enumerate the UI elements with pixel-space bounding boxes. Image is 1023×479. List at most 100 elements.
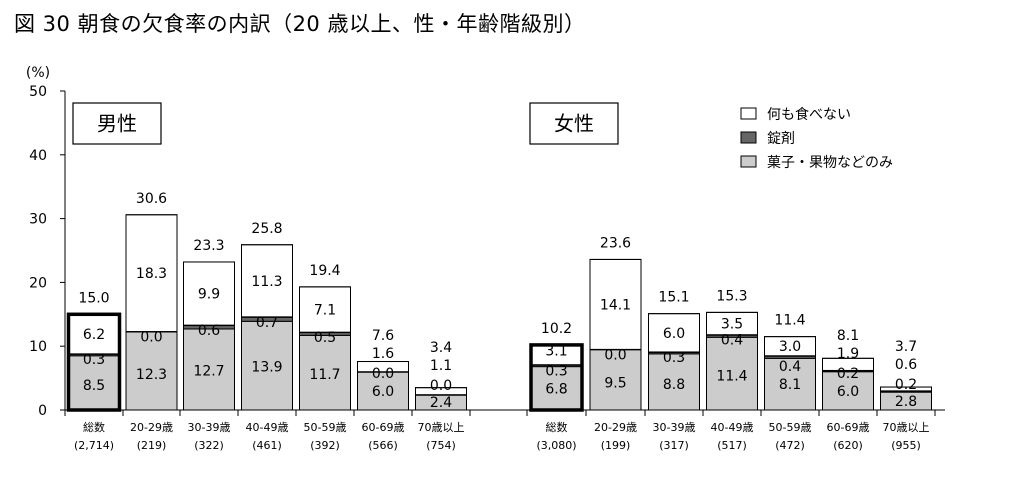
x-category-label: 30-39歳 <box>188 421 231 434</box>
data-label-snack: 8.5 <box>83 378 105 394</box>
legend-label: 何も食べない <box>767 106 851 123</box>
panel-labels: 男性 女性 <box>72 102 619 145</box>
data-label-tablet: 0.6 <box>198 323 220 339</box>
data-label-snack: 6.0 <box>837 384 859 400</box>
y-tick-label: 20 <box>29 275 47 291</box>
legend-label: 菓子・果物などのみ <box>767 155 893 171</box>
data-label-tablet: 0.2 <box>837 366 859 382</box>
x-category-count: (566) <box>368 439 398 452</box>
legend-swatch <box>740 155 757 168</box>
data-label-tablet: 0.2 <box>895 377 917 393</box>
bar-segment-none <box>299 286 351 333</box>
data-label-none: 1.6 <box>372 346 394 362</box>
bar-outline <box>764 336 816 411</box>
panel-label-box <box>72 102 162 145</box>
data-label-none: 9.9 <box>198 287 220 303</box>
bar-outline <box>183 261 235 411</box>
bar-outline <box>529 343 584 412</box>
data-label-total: 15.1 <box>658 290 689 306</box>
data-label-none: 6.2 <box>83 327 105 343</box>
bar-outline <box>299 286 351 411</box>
bar-segment-none <box>183 261 235 326</box>
data-label-none: 3.1 <box>545 343 567 359</box>
data-label-total: 11.4 <box>774 313 805 329</box>
legend-label: 錠剤 <box>767 131 795 147</box>
data-label-tablet: 0.0 <box>372 366 394 382</box>
data-label-total: 30.6 <box>136 191 167 207</box>
bars <box>66 214 932 412</box>
data-label-tablet: 0.5 <box>314 330 336 346</box>
data-label-total: 15.0 <box>78 290 109 306</box>
data-label-none: 1.9 <box>837 346 859 362</box>
legend-swatch <box>740 131 757 144</box>
data-label-tablet: 0.7 <box>256 315 278 331</box>
bar-segment-snack <box>299 334 351 411</box>
x-category-count: (392) <box>310 439 340 452</box>
data-label-tablet: 0.4 <box>721 333 743 349</box>
data-label-none: 18.3 <box>136 266 167 282</box>
y-tick-label: 30 <box>29 212 47 228</box>
x-category-count: (199) <box>601 439 631 452</box>
data-label-snack: 2.4 <box>430 395 452 411</box>
x-category-label: 40-49歳 <box>246 421 289 434</box>
data-label-tablet: 0.0 <box>604 347 626 363</box>
y-tick-label: 50 <box>29 84 47 100</box>
x-category-count: (461) <box>252 439 282 452</box>
x-category-label: 20-29歳 <box>130 421 173 434</box>
y-tick-label: 10 <box>29 339 47 355</box>
data-label-none: 3.5 <box>721 317 743 333</box>
x-category-count: (620) <box>833 439 863 452</box>
data-label-total: 3.7 <box>895 339 917 355</box>
data-label-none: 1.1 <box>430 358 452 374</box>
data-label-tablet: 0.0 <box>140 330 162 346</box>
data-label-snack: 13.9 <box>251 359 282 375</box>
bar-segment-none <box>241 244 293 318</box>
data-label-tablet: 0.3 <box>83 352 105 368</box>
x-category-label: 60-69歳 <box>827 421 870 434</box>
bar-segment-snack <box>68 355 120 411</box>
panel-label: 女性 <box>554 112 594 136</box>
bar-segment-none <box>68 313 120 355</box>
data-label-total: 23.3 <box>193 238 224 254</box>
data-label-none: 6.0 <box>663 326 685 342</box>
x-category-count: (219) <box>137 439 167 452</box>
data-label-none: 14.1 <box>600 297 631 313</box>
x-category-label: 総数 <box>546 420 568 434</box>
bar-segment-none <box>125 214 178 333</box>
bar-outline <box>648 313 700 411</box>
bar-outline <box>589 258 642 411</box>
panel-label-box <box>529 102 619 145</box>
data-label-total: 23.6 <box>600 235 631 251</box>
category-labels: 総数 (2,714) 20-29歳 (219) 30-39歳 (322) 40-49歳 (46… <box>74 420 930 452</box>
x-category-count: (2,714) <box>74 439 114 452</box>
bar-outline <box>822 357 874 411</box>
data-label-total: 15.3 <box>716 288 747 304</box>
bar-segment-snack <box>530 366 583 411</box>
data-label-total: 10.2 <box>541 321 572 337</box>
data-label-snack: 11.7 <box>309 367 340 383</box>
data-label-total: 8.1 <box>837 328 859 344</box>
x-category-label: 70歳以上 <box>418 421 465 434</box>
bar-segment-snack <box>589 348 642 411</box>
x-category-label: 70歳以上 <box>883 421 930 434</box>
bar-outline <box>880 386 932 411</box>
data-label-total: 25.8 <box>251 221 282 237</box>
x-category-count: (955) <box>891 439 921 452</box>
x-category-count: (517) <box>717 439 747 452</box>
x-category-count: (317) <box>659 439 689 452</box>
data-label-snack: 6.0 <box>372 384 394 400</box>
x-category-label: 30-39歳 <box>653 421 696 434</box>
bar-outline <box>706 311 758 411</box>
x-category-count: (472) <box>775 439 805 452</box>
bar-outline <box>125 214 178 411</box>
data-label-none: 3.0 <box>779 339 801 355</box>
data-label-snack: 12.3 <box>136 367 167 383</box>
data-label-snack: 8.1 <box>779 377 801 393</box>
data-label-snack: 11.4 <box>716 368 747 384</box>
x-category-count: (3,080) <box>536 439 576 452</box>
data-label-tablet: 0.3 <box>545 363 567 379</box>
data-label-snack: 9.5 <box>604 376 626 392</box>
x-category-label: 60-69歳 <box>362 421 405 434</box>
